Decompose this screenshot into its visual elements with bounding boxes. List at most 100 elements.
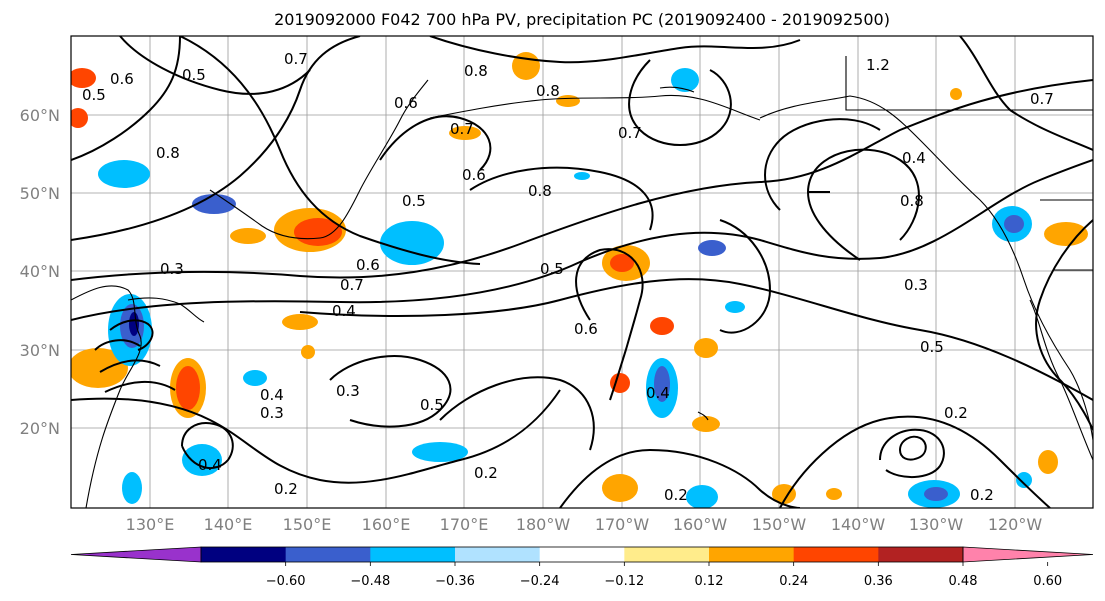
longitude-label: 150°W (752, 515, 807, 534)
colorbar-tick-label: −0.60 (266, 574, 306, 589)
precip-negative-patch (725, 301, 745, 313)
longitude-labels: 130°E 140°E 150°E 160°E 170°E 180°W 170°W 160°W… (126, 515, 1043, 534)
contour-label: 0.5 (82, 86, 106, 104)
precip-positive-patch (301, 345, 315, 359)
latitude-labels: 60°N 50°N 40°N 30°N 20°N (20, 106, 60, 438)
precip-negative-patch (380, 221, 444, 265)
contour-label: 0.3 (336, 382, 360, 400)
precip-positive-patch (449, 126, 481, 140)
contour-label: 0.2 (944, 404, 968, 422)
precip-negative-core (129, 312, 139, 336)
contour-label: 0.5 (540, 260, 564, 278)
precip-positive-patch (512, 52, 540, 80)
pv-contours (71, 36, 1093, 508)
colorbar-max-extension (962, 546, 1094, 563)
colorbar-tick-label: 0.60 (1033, 574, 1062, 589)
precip-negative-core (924, 487, 948, 501)
precip-positive-core (610, 254, 634, 272)
contour-label: 0.6 (394, 94, 418, 112)
contour-label: 0.4 (902, 149, 926, 167)
contour-label: 0.5 (920, 338, 944, 356)
colorbar-tick-label: 0.24 (779, 574, 808, 589)
contour-label: 0.7 (340, 276, 364, 294)
precip-positive-patch (692, 416, 720, 432)
contour-label: 0.4 (198, 456, 222, 474)
longitude-label: 180°W (516, 515, 571, 534)
contour-label: 0.8 (156, 144, 180, 162)
precip-positive-patch (1038, 450, 1058, 474)
map-frame (70, 35, 1094, 509)
colorbar-tick-label: 0.48 (949, 574, 978, 589)
contour-label: 0.7 (1030, 90, 1054, 108)
longitude-label: 150°E (283, 515, 332, 534)
longitude-label: 140°E (204, 515, 253, 534)
contour-label: 0.5 (420, 396, 444, 414)
contour-label: 0.4 (260, 386, 284, 404)
latitude-label: 30°N (20, 341, 60, 360)
precip-negative-patch (671, 68, 699, 92)
map-title: 2019092000 F042 700 hPa PV, precipitatio… (274, 10, 890, 29)
precip-negative-patch (243, 370, 267, 386)
precip-negative-patch (192, 194, 236, 214)
precip-positive-patch (602, 474, 638, 502)
colorbar-tick-labels: −0.60 −0.48 −0.36 −0.24 −0.12 0.12 0.24 0.36 0.4… (266, 562, 1062, 589)
contour-label: 0.8 (464, 62, 488, 80)
colorbar (70, 546, 1094, 563)
precip-positive-patch (230, 228, 266, 244)
longitude-label: 160°W (673, 515, 728, 534)
precip-negative-patch (686, 485, 718, 508)
contour-label: 0.6 (356, 256, 380, 274)
contour-label: 0.3 (260, 404, 284, 422)
precip-positive-patch (71, 68, 96, 88)
pv-contour-labels: 0.4 0.4 0.4 0.4 0.4 0.5 0.5 0.5 0.5 0.5 … (82, 50, 1054, 504)
colorbar-segment (285, 547, 371, 562)
precip-positive-patch (71, 348, 128, 388)
latitude-label: 40°N (20, 262, 60, 281)
contour-label: 0.2 (474, 464, 498, 482)
contour-label: 0.2 (274, 480, 298, 498)
longitude-label: 130°W (909, 515, 964, 534)
precip-negative-patch (122, 472, 142, 504)
contour-label: 0.6 (462, 166, 486, 184)
longitude-label: 130°E (126, 515, 175, 534)
precip-positive-patch (71, 108, 88, 128)
colorbar-segment (624, 547, 710, 562)
precip-positive-patch (694, 338, 718, 358)
longitude-label: 170°W (595, 515, 650, 534)
latitude-label: 20°N (20, 419, 60, 438)
precip-positive-patch (950, 88, 962, 100)
colorbar-tick-label: −0.24 (520, 574, 560, 589)
map-gridlines (71, 36, 1093, 508)
latitude-label: 50°N (20, 184, 60, 203)
contour-label: 0.4 (332, 302, 356, 320)
contour-label: 1.2 (866, 56, 890, 74)
longitude-label: 120°W (988, 515, 1043, 534)
precip-positive-patch (772, 484, 796, 504)
precip-negative-patch (574, 172, 590, 180)
contour-label: 0.3 (904, 276, 928, 294)
precip-positive-patch (282, 314, 318, 330)
precip-negative-patch (412, 442, 468, 462)
colorbar-min-extension (70, 546, 202, 563)
contour-label: 0.7 (450, 120, 474, 138)
colorbar-tick-label: −0.36 (435, 574, 475, 589)
precip-positive-patch (650, 317, 674, 335)
colorbar-segment (709, 547, 795, 562)
contour-label: 0.8 (536, 82, 560, 100)
colorbar-segment (455, 547, 541, 562)
contour-label: 0.2 (970, 486, 994, 504)
longitude-label: 160°E (362, 515, 411, 534)
contour-label: 0.5 (182, 66, 206, 84)
precip-positive-patch (1044, 222, 1088, 246)
contour-label: 0.8 (528, 182, 552, 200)
contour-label: 0.7 (284, 50, 308, 68)
longitude-label: 170°E (440, 515, 489, 534)
precip-positive-patch (826, 488, 842, 500)
contour-label: 0.4 (646, 384, 670, 402)
contour-label: 0.2 (664, 486, 688, 504)
precip-negative-patch (1016, 472, 1032, 488)
latitude-label: 60°N (20, 106, 60, 125)
contour-label: 0.8 (900, 192, 924, 210)
longitude-label: 140°W (831, 515, 886, 534)
